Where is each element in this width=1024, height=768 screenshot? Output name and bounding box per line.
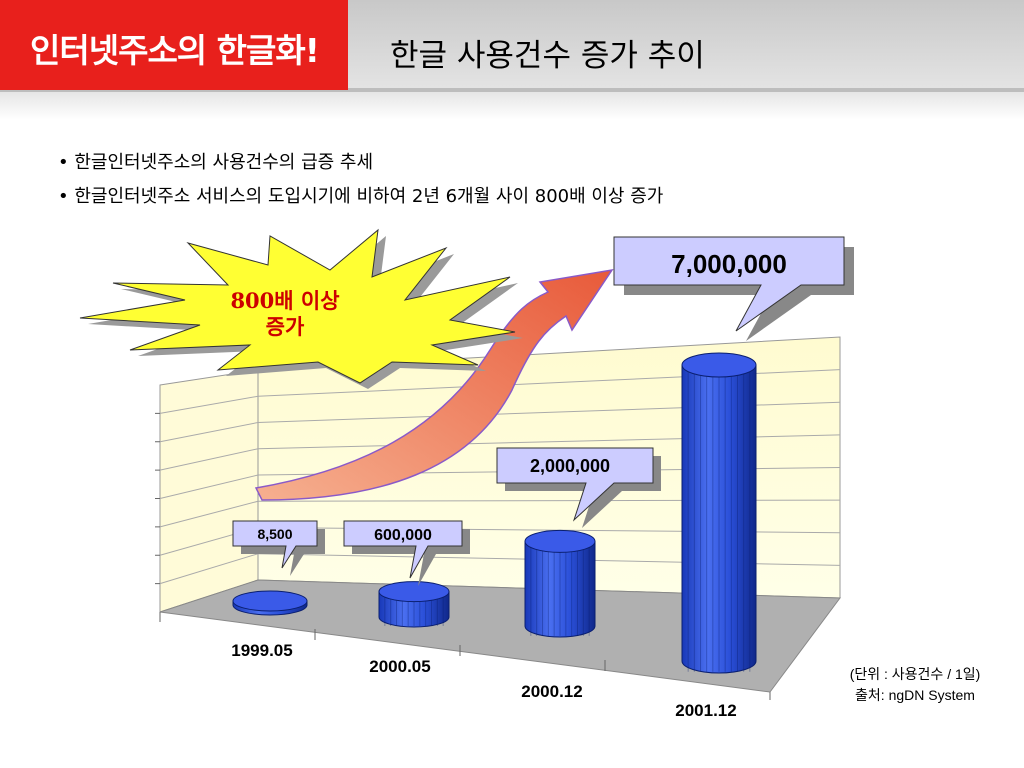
bar-body	[524, 540, 596, 638]
bar-1999.05	[232, 590, 308, 616]
callout-2000-05: 600,000	[343, 520, 470, 586]
gridline	[159, 395, 259, 414]
x-axis-ticks	[159, 612, 771, 700]
header-band: 인터넷주소의 한글화! 한글 사용건수 증가 추이	[0, 0, 1024, 120]
gridline	[159, 500, 259, 528]
bars-group	[232, 352, 757, 674]
chart-note: (단위 : 사용건수 / 1일) 출처: ngDN System	[820, 664, 1010, 706]
page-title: 한글 사용건수 증가 추이	[390, 38, 705, 74]
bar-top	[378, 581, 450, 603]
bar-2000.05	[378, 581, 450, 628]
bar-top	[524, 529, 596, 553]
gridline	[159, 422, 259, 443]
x-tick-label: 2000.12	[521, 682, 582, 701]
growth-arrow	[254, 268, 614, 501]
bar-body	[681, 364, 757, 674]
bar-top	[232, 590, 308, 612]
bullet-item: 한글인터넷주소의 사용건수의 급증 추세	[58, 146, 663, 180]
value-label: 600,000	[374, 527, 432, 544]
value-label: 2,000,000	[530, 456, 610, 476]
logo-text: 인터넷주소의 한글화!	[30, 31, 320, 70]
chart-floor	[159, 579, 841, 693]
bar-2001.12	[681, 352, 757, 674]
value-label: 8,500	[257, 526, 292, 542]
x-tick-label: 2000.05	[369, 657, 430, 676]
callout-2000-12: 2,000,000	[496, 447, 661, 528]
starburst-line1: 800배 이상	[230, 288, 339, 313]
bullet-item: 한글인터넷주소 서비스의 도입시기에 비하여 2년 6개월 사이 800배 이상…	[58, 180, 663, 214]
x-tick-label: 1999.05	[231, 641, 292, 660]
starburst-line2: 증가	[266, 314, 305, 339]
bar-2000.12	[524, 529, 596, 638]
chart-side-wall	[159, 369, 259, 613]
gridline	[159, 448, 259, 471]
gridline	[159, 474, 259, 499]
gridline	[159, 553, 259, 585]
bullet-list: 한글인터넷주소의 사용건수의 급증 추세 한글인터넷주소 서비스의 도입시기에 …	[58, 146, 663, 214]
callout-1999: 8,500	[232, 520, 325, 576]
x-tick-label: 2001.12	[675, 701, 736, 720]
source-note: 출처: ngDN System	[855, 687, 975, 703]
starburst-callout: 800배 이상 증가	[79, 228, 523, 389]
callout-2001-12: 7,000,000	[613, 236, 854, 341]
unit-note: (단위 : 사용건수 / 1일)	[849, 666, 981, 682]
bar-top	[681, 352, 757, 378]
logo: 인터넷주소의 한글화!	[0, 0, 348, 90]
value-label: 7,000,000	[671, 249, 787, 279]
